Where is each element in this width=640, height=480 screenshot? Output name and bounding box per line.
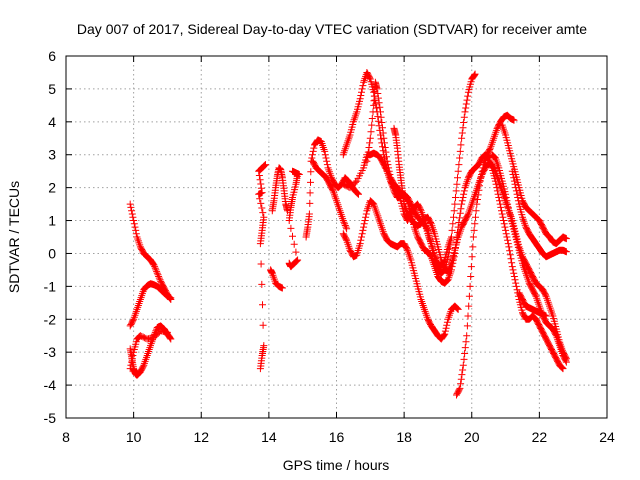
y-tick-label: 2	[48, 180, 56, 196]
x-tick-label: 24	[599, 429, 615, 445]
series-s19	[508, 167, 570, 261]
series-s7	[268, 164, 291, 215]
y-tick-label: -3	[44, 344, 57, 360]
x-tick-label: 16	[329, 429, 345, 445]
series-s20	[515, 289, 550, 320]
series-s10	[309, 157, 351, 233]
x-tick-label: 22	[532, 429, 548, 445]
x-tick-label: 18	[396, 429, 412, 445]
series-markers	[126, 327, 171, 373]
x-axis-label: GPS time / hours	[283, 457, 390, 473]
series-markers	[453, 111, 518, 399]
y-tick-label: 6	[48, 48, 56, 64]
x-axis-ticks: 8 10 12 14 16 18 20 22 24	[62, 56, 615, 445]
y-tick-label: 5	[48, 81, 56, 97]
series-markers	[267, 266, 286, 292]
series-markers	[285, 167, 303, 271]
series-s4	[126, 327, 171, 373]
series-s5	[255, 161, 269, 373]
data-points	[126, 69, 570, 399]
series-markers	[255, 161, 269, 373]
y-tick-label: -1	[44, 278, 57, 294]
series-markers	[126, 280, 175, 330]
series-s18	[498, 121, 570, 248]
series-s16	[453, 111, 518, 399]
chart-title: Day 007 of 2017, Sidereal Day-to-day VTE…	[77, 21, 587, 37]
x-tick-label: 14	[261, 429, 277, 445]
series-markers	[309, 157, 351, 233]
y-tick-label: 3	[48, 147, 56, 163]
y-tick-label: 4	[48, 114, 56, 130]
y-tick-label: -2	[44, 311, 57, 327]
series-markers	[268, 164, 291, 215]
series-markers	[508, 167, 570, 261]
y-tick-label: -4	[44, 377, 57, 393]
series-s2	[126, 280, 175, 330]
series-markers	[515, 289, 550, 320]
x-tick-label: 8	[62, 429, 70, 445]
y-tick-label: 1	[48, 213, 56, 229]
x-tick-label: 12	[193, 429, 209, 445]
y-tick-label: 0	[48, 245, 56, 261]
series-markers	[498, 121, 570, 248]
y-axis-label: SDTVAR / TECUs	[6, 181, 22, 293]
x-tick-label: 20	[464, 429, 480, 445]
x-tick-label: 10	[126, 429, 142, 445]
series-s6	[267, 266, 286, 292]
y-tick-label: -5	[44, 410, 57, 426]
y-axis-ticks: -5 -4 -3 -2 -1 0 1 2 3 4 5 6	[44, 48, 607, 426]
series-markers	[339, 197, 462, 343]
series-s11	[339, 197, 462, 343]
series-s8	[285, 167, 303, 271]
